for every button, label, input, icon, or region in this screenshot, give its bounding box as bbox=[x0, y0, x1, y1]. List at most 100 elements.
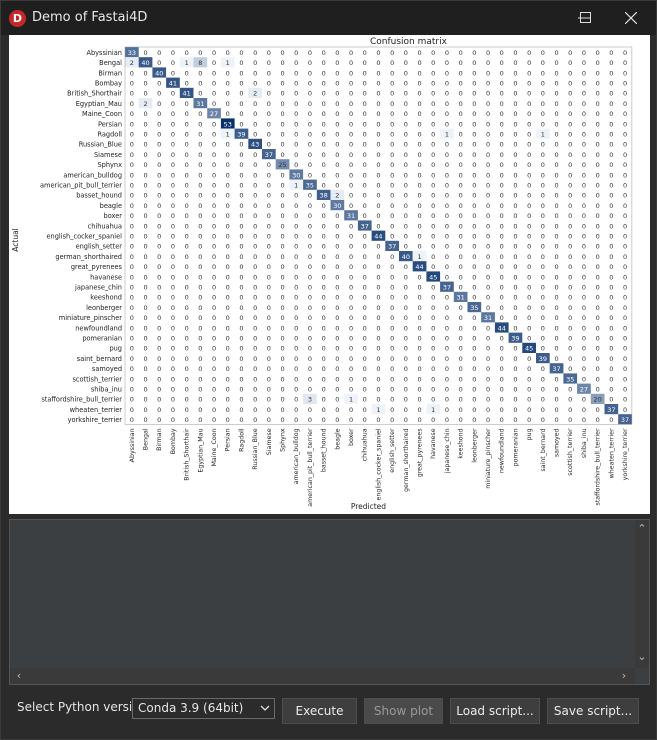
cell-value-label: 0 bbox=[267, 345, 271, 353]
scroll-down-icon[interactable]: ⌄ bbox=[637, 650, 647, 663]
cell-value-label: 0 bbox=[239, 375, 243, 383]
maximize-button[interactable] bbox=[562, 1, 608, 35]
cell-value-label: 0 bbox=[226, 161, 230, 169]
cell-value-label: 0 bbox=[513, 294, 517, 302]
scroll-left-icon[interactable]: ‹ bbox=[16, 669, 22, 682]
cell-value-label: 0 bbox=[253, 161, 257, 169]
cell-value-label: 0 bbox=[308, 69, 312, 77]
cell-value-label: 27 bbox=[210, 110, 218, 118]
cell-value-label: 0 bbox=[431, 416, 435, 424]
cell-value-label: 0 bbox=[349, 406, 353, 414]
cell-value-label: 0 bbox=[445, 151, 449, 159]
cell-value-label: 0 bbox=[500, 355, 504, 363]
cell-value-label: 0 bbox=[349, 222, 353, 230]
cell-value-label: 0 bbox=[596, 243, 600, 251]
cell-value-label: 0 bbox=[212, 212, 216, 220]
cell-value-label: 0 bbox=[157, 294, 161, 302]
cell-value-label: 0 bbox=[527, 192, 531, 200]
cell-value-label: 0 bbox=[417, 386, 421, 394]
cell-value-label: 0 bbox=[609, 284, 613, 292]
cell-value-label: 0 bbox=[554, 345, 558, 353]
cell-value-label: 0 bbox=[417, 222, 421, 230]
cell-value-label: 0 bbox=[582, 131, 586, 139]
heatmap-cell bbox=[220, 128, 235, 139]
python-version-select[interactable]: Conda 3.9 (64bit) bbox=[132, 698, 275, 719]
cell-value-label: 0 bbox=[596, 294, 600, 302]
cell-value-label: 0 bbox=[486, 69, 490, 77]
horizontal-scrollbar[interactable]: ‹ › bbox=[10, 668, 635, 684]
cell-value-label: 0 bbox=[486, 253, 490, 261]
cell-value-label: 0 bbox=[623, 141, 627, 149]
cell-value-label: 0 bbox=[363, 182, 367, 190]
cell-value-label: 0 bbox=[390, 49, 394, 57]
cell-value-label: 0 bbox=[500, 90, 504, 98]
close-button[interactable] bbox=[608, 1, 654, 35]
cell-value-label: 0 bbox=[541, 324, 545, 332]
cell-value-label: 0 bbox=[130, 202, 134, 210]
cell-value-label: 0 bbox=[459, 284, 463, 292]
cell-value-label: 0 bbox=[568, 69, 572, 77]
execute-button[interactable]: Execute bbox=[282, 698, 357, 724]
cell-value-label: 0 bbox=[582, 324, 586, 332]
cell-value-label: 0 bbox=[143, 324, 147, 332]
show-plot-button[interactable]: Show plot bbox=[364, 698, 443, 724]
heatmap-cell bbox=[371, 230, 386, 241]
cell-value-label: 0 bbox=[157, 212, 161, 220]
save-script-button[interactable]: Save script... bbox=[547, 698, 639, 724]
cell-value-label: 0 bbox=[239, 151, 243, 159]
cell-value-label: 0 bbox=[459, 49, 463, 57]
cell-value-label: 0 bbox=[554, 222, 558, 230]
cell-value-label: 0 bbox=[185, 386, 189, 394]
cell-value-label: 0 bbox=[280, 365, 284, 373]
cell-value-label: 0 bbox=[185, 375, 189, 383]
cell-value-label: 0 bbox=[130, 263, 134, 271]
y-tick-label: beagle bbox=[100, 202, 122, 210]
x-tick-label: keeshond bbox=[458, 428, 465, 458]
cell-value-label: 0 bbox=[267, 375, 271, 383]
cell-value-label: 0 bbox=[294, 365, 298, 373]
cell-value-label: 0 bbox=[500, 314, 504, 322]
cell-value-label: 0 bbox=[541, 171, 545, 179]
cell-value-label: 0 bbox=[363, 304, 367, 312]
heatmap-cell bbox=[453, 291, 468, 302]
cell-value-label: 0 bbox=[335, 49, 339, 57]
cell-value-label: 0 bbox=[554, 69, 558, 77]
scroll-right-icon[interactable]: › bbox=[621, 669, 627, 682]
cell-value-label: 0 bbox=[513, 80, 517, 88]
output-console[interactable]: ⌃ ⌄ ‹ › bbox=[9, 519, 650, 685]
cell-value-label: 0 bbox=[280, 171, 284, 179]
cell-value-label: 0 bbox=[582, 110, 586, 118]
cell-value-label: 0 bbox=[390, 263, 394, 271]
cell-value-label: 0 bbox=[417, 182, 421, 190]
cell-value-label: 0 bbox=[280, 202, 284, 210]
cell-value-label: 0 bbox=[541, 406, 545, 414]
cell-value-label: 0 bbox=[582, 416, 586, 424]
cell-value-label: 0 bbox=[322, 406, 326, 414]
python-version-label: Select Python version : bbox=[17, 700, 156, 714]
cell-value-label: 0 bbox=[554, 202, 558, 210]
cell-value-label: 0 bbox=[198, 345, 202, 353]
cell-value-label: 0 bbox=[294, 192, 298, 200]
cell-value-label: 0 bbox=[568, 365, 572, 373]
cell-value-label: 0 bbox=[472, 161, 476, 169]
scroll-up-icon[interactable]: ⌃ bbox=[637, 522, 647, 535]
cell-value-label: 0 bbox=[609, 69, 613, 77]
cell-value-label: 0 bbox=[226, 335, 230, 343]
vertical-scrollbar[interactable]: ⌃ ⌄ bbox=[635, 520, 649, 668]
cell-value-label: 0 bbox=[185, 182, 189, 190]
cell-value-label: 0 bbox=[472, 263, 476, 271]
cell-value-label: 0 bbox=[500, 192, 504, 200]
cell-value-label: 0 bbox=[267, 416, 271, 424]
cell-value-label: 0 bbox=[157, 416, 161, 424]
cell-value-label: 0 bbox=[308, 49, 312, 57]
cell-value-label: 0 bbox=[335, 69, 339, 77]
cell-value-label: 0 bbox=[322, 171, 326, 179]
cell-value-label: 1 bbox=[226, 59, 230, 67]
cell-value-label: 0 bbox=[308, 304, 312, 312]
cell-value-label: 0 bbox=[212, 396, 216, 404]
cell-value-label: 0 bbox=[363, 253, 367, 261]
cell-value-label: 0 bbox=[280, 355, 284, 363]
y-tick-label: wheaten_terrier bbox=[70, 406, 123, 414]
cell-value-label: 0 bbox=[185, 212, 189, 220]
load-script-button[interactable]: Load script... bbox=[450, 698, 540, 724]
